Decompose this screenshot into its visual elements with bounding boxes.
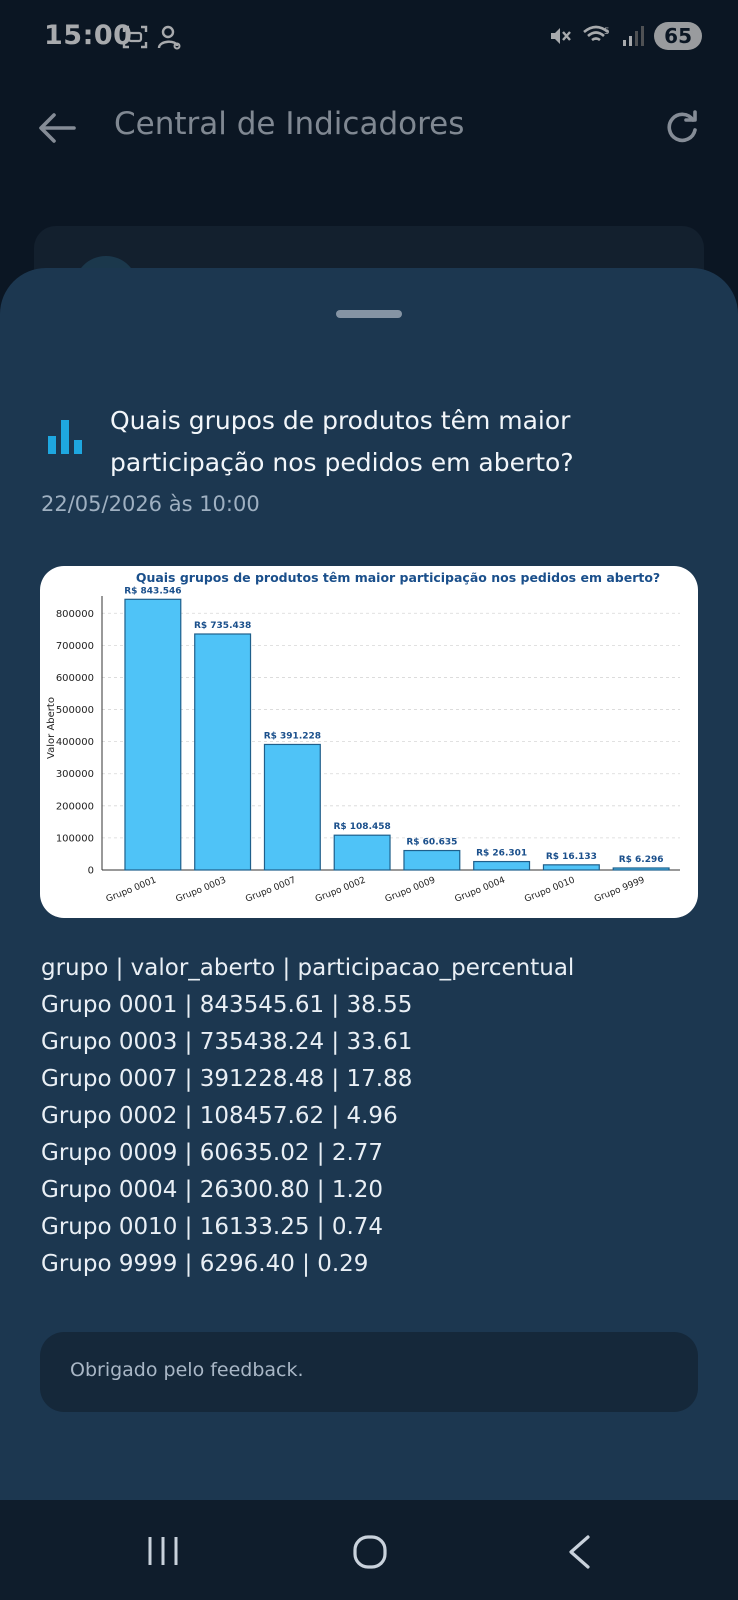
table-row: Grupo 0004 | 26300.80 | 1.20 [41, 1177, 384, 1203]
screenshot-icon [122, 25, 148, 49]
table-row: Grupo 0003 | 735438.24 | 33.61 [41, 1029, 413, 1055]
y-tick-label: 400000 [56, 737, 94, 748]
home-icon[interactable] [352, 1534, 388, 1570]
data-label: R$ 6.296 [619, 855, 664, 865]
page-title: Central de Indicadores [114, 106, 465, 142]
data-label: R$ 26.301 [476, 849, 527, 859]
bar [333, 834, 391, 871]
table-header: grupo | valor_aberto | participacao_perc… [41, 955, 575, 981]
mute-icon [551, 28, 572, 44]
data-label: R$ 843.546 [124, 586, 181, 596]
table-row: Grupo 0007 | 391228.48 | 17.88 [41, 1066, 413, 1092]
person-icon [157, 25, 181, 50]
x-tick-label: Grupo 0003 [175, 876, 228, 905]
y-tick-label: 100000 [56, 833, 94, 844]
y-tick-label: 200000 [56, 801, 94, 812]
x-tick-label: Grupo 0004 [454, 875, 507, 904]
y-tick-label: 500000 [56, 705, 94, 716]
x-tick-label: Grupo 0007 [244, 876, 297, 905]
table-row: Grupo 0010 | 16133.25 | 0.74 [41, 1214, 384, 1240]
data-label: R$ 60.635 [406, 838, 457, 848]
x-tick-label: Grupo 0009 [384, 875, 437, 904]
bar [612, 867, 670, 871]
feedback-message: Obrigado pelo feedback. [40, 1332, 698, 1412]
drag-handle[interactable] [336, 310, 402, 318]
back-arrow-icon[interactable] [38, 112, 76, 144]
y-tick-label: 0 [88, 866, 94, 877]
y-tick-label: 700000 [56, 641, 94, 652]
table-row: Grupo 0009 | 60635.02 | 2.77 [41, 1140, 384, 1166]
y-axis-label: Valor Aberto [46, 697, 57, 759]
bar [403, 849, 461, 871]
status-left-icons [122, 24, 182, 50]
data-label: R$ 391.228 [264, 731, 321, 741]
y-tick-label: 800000 [56, 609, 94, 620]
battery-indicator: 65 [654, 22, 702, 50]
y-tick-label: 600000 [56, 673, 94, 684]
x-tick-label: Grupo 9999 [593, 875, 646, 904]
refresh-icon[interactable] [664, 110, 700, 146]
timestamp: 22/05/2026 às 10:00 [41, 492, 260, 516]
recents-icon[interactable] [146, 1534, 180, 1568]
status-bar: 15:00 5 65 [0, 0, 738, 76]
data-label: R$ 16.133 [546, 852, 597, 862]
bar-chart: Quais grupos de produtos têm maior parti… [46, 570, 680, 905]
table-row: Grupo 0002 | 108457.62 | 4.96 [41, 1103, 398, 1129]
app-header: Central de Indicadores [0, 76, 738, 188]
feedback-text: Obrigado pelo feedback. [70, 1359, 304, 1381]
bar [194, 633, 252, 871]
status-right-icons: 5 65 [548, 22, 702, 50]
bar [473, 860, 531, 871]
status-time: 15:00 [44, 20, 133, 51]
bar [124, 598, 182, 871]
svg-text:5: 5 [604, 27, 610, 37]
data-label: R$ 108.458 [333, 822, 390, 832]
y-tick-label: 300000 [56, 769, 94, 780]
bar-chart-icon [48, 420, 82, 454]
x-tick-label: Grupo 0010 [523, 875, 576, 904]
result-table: grupo | valor_aberto | participacao_perc… [41, 950, 574, 1283]
signal-icon [623, 26, 645, 46]
question-title: Quais grupos de produtos têm maior parti… [110, 406, 574, 477]
nav-back-icon[interactable] [566, 1534, 592, 1570]
bottom-sheet: Quais grupos de produtos têm maior parti… [0, 268, 738, 1500]
chart-title: Quais grupos de produtos têm maior parti… [136, 570, 660, 585]
bar [263, 743, 321, 871]
chart-card: Quais grupos de produtos têm maior parti… [40, 566, 698, 918]
navigation-bar [0, 1500, 738, 1600]
data-label: R$ 735.438 [194, 621, 251, 631]
wifi-icon: 5 [583, 25, 610, 42]
table-row: Grupo 0001 | 843545.61 | 38.55 [41, 992, 413, 1018]
x-tick-label: Grupo 0001 [105, 876, 158, 905]
bar [542, 864, 600, 871]
x-tick-label: Grupo 0002 [314, 876, 367, 905]
table-row: Grupo 9999 | 6296.40 | 0.29 [41, 1251, 369, 1277]
